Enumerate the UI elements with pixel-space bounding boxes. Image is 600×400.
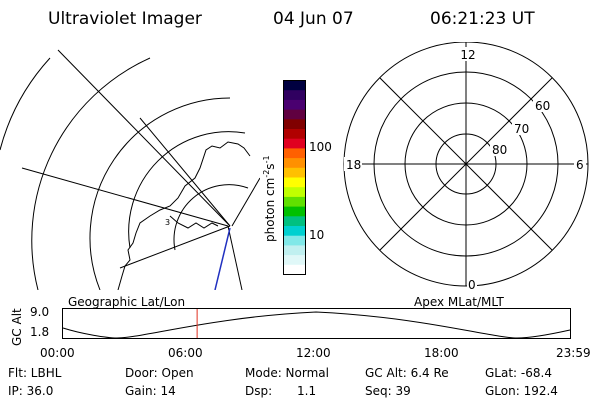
colorbar-swatch <box>283 158 306 169</box>
seq-info: Seq: 39 <box>365 384 411 398</box>
orbit-track <box>214 227 231 290</box>
dsp-value: 1.1 <box>297 384 317 398</box>
lat-arc-2 <box>31 57 151 290</box>
ip-info: IP: 36.0 <box>8 384 54 398</box>
timeline-left-label: Geographic Lat/Lon <box>68 295 186 309</box>
colorbar-swatch <box>283 80 306 91</box>
mode-info: Mode: Normal <box>245 366 329 380</box>
meridian-3 <box>139 117 231 227</box>
meridian-4 <box>119 225 231 269</box>
colorbar-swatch <box>283 216 306 227</box>
timeline-tick-1200: 12:00 <box>296 346 331 360</box>
glat-info: GLat: -68.4 <box>485 366 552 380</box>
colorbar-swatch <box>283 99 306 111</box>
geographic-map: 3 <box>0 49 260 290</box>
lat-arc-4 <box>128 131 246 249</box>
colorbar-swatch <box>283 167 306 179</box>
timeline-y-top: 9.0 <box>30 305 50 319</box>
dsp-label: Dsp: <box>245 384 273 398</box>
timeline-chart <box>62 308 571 339</box>
colorbar-swatch <box>283 129 306 140</box>
timeline-right-label: Apex MLat/MLT <box>414 295 504 309</box>
colorbar-swatch <box>283 264 306 276</box>
timeline-axis-label: GC Alt <box>10 308 24 346</box>
colorbar-swatch <box>283 196 306 208</box>
colorbar-swatch <box>283 109 306 120</box>
door-info: Door: Open <box>125 366 194 380</box>
lat-80-label: 80 <box>492 143 507 157</box>
app-title: Ultraviolet Imager <box>48 9 202 29</box>
colorbar-swatch <box>283 119 306 130</box>
date-label: 04 Jun 07 <box>273 9 354 29</box>
coastline-2 <box>169 215 219 229</box>
colorbar-unit-label: photon cm-2s-1 <box>262 155 277 242</box>
coastline <box>117 141 251 290</box>
time-label: 06:21:23 UT <box>430 9 535 29</box>
colorbar-swatch <box>283 148 306 159</box>
timeline-y-bottom: 1.8 <box>30 325 50 339</box>
timeline-tick-0600: 06:00 <box>168 346 203 360</box>
colorbar-swatch <box>283 245 306 256</box>
meridian-2 <box>21 167 229 227</box>
meridian-6 <box>227 225 243 290</box>
timeline-tick-0000: 00:00 <box>40 346 75 360</box>
colorbar-swatch <box>283 226 306 237</box>
colorbar-swatch <box>283 235 306 246</box>
gc-alt-info: GC Alt: 6.4 Re <box>365 366 449 380</box>
timeline-tick-2359: 23:59 <box>556 346 591 360</box>
gain-info: Gain: 14 <box>125 384 176 398</box>
colorbar-swatch <box>283 187 306 198</box>
timeline-tick-1800: 18:00 <box>424 346 459 360</box>
colorbar-tick-100: 100 <box>309 140 332 154</box>
mlt-0-label: 0 <box>468 278 476 292</box>
lat-70-label: 70 <box>514 122 529 136</box>
colorbar-swatch <box>283 255 306 266</box>
mlt-18-label: 18 <box>346 158 361 172</box>
lat-arc-5 <box>173 184 249 251</box>
color-bar <box>283 80 306 276</box>
filter-info: Flt: LBHL <box>8 366 62 380</box>
mlt-6-label: 6 <box>576 158 584 172</box>
lat-60-label: 60 <box>535 99 550 113</box>
meridian-5 <box>231 177 260 227</box>
colorbar-swatch <box>283 177 306 188</box>
colorbar-swatch <box>283 138 306 149</box>
colorbar-tick-10: 10 <box>309 228 325 242</box>
glon-info: GLon: 192.4 <box>485 384 558 398</box>
mlt-12-label: 12 <box>460 48 475 62</box>
colorbar-swatch <box>283 206 306 217</box>
meridian-1 <box>57 49 231 227</box>
lat-arc-outer <box>0 57 51 151</box>
polar-plot: 12 18 6 0 60 70 80 <box>343 42 589 292</box>
colorbar-swatch <box>283 90 306 101</box>
altitude-curve <box>62 311 571 339</box>
map-number: 3 <box>165 218 170 227</box>
lat-arc-3 <box>89 97 231 290</box>
